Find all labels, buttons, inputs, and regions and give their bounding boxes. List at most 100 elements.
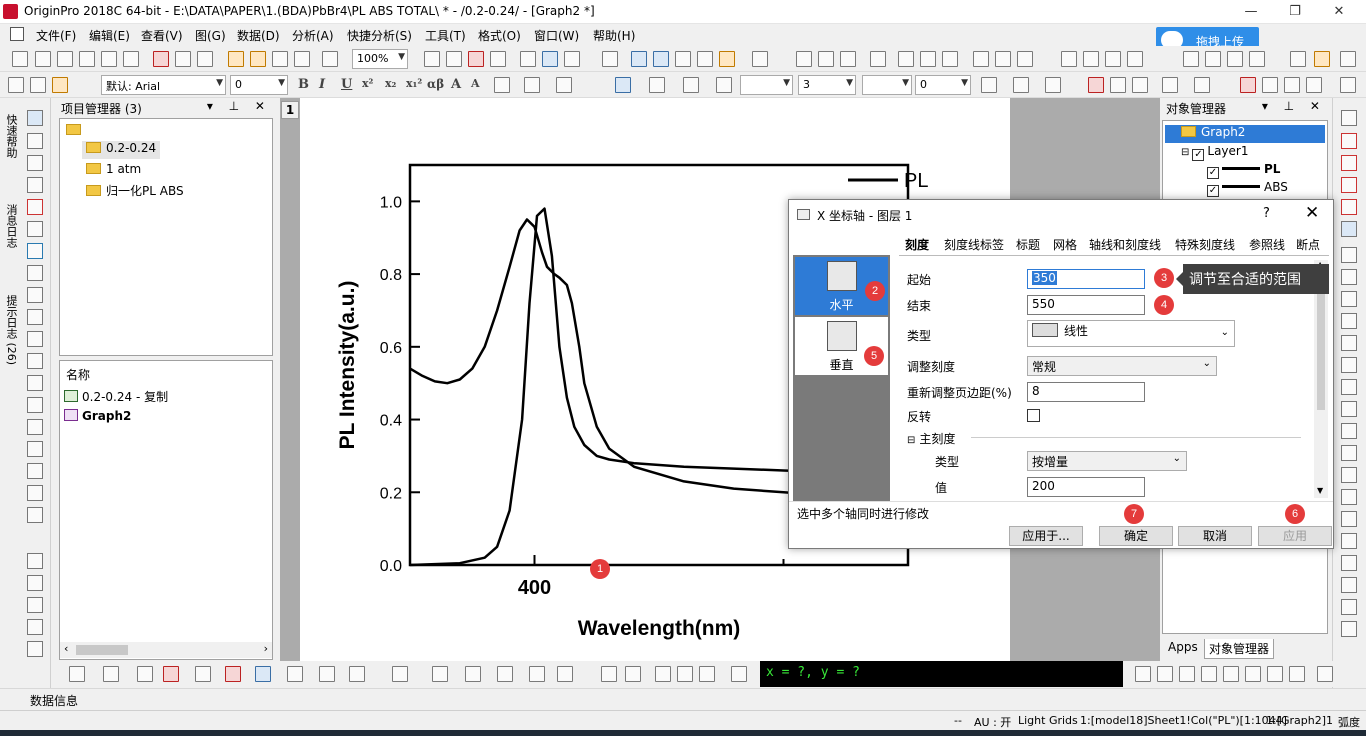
folder-0-2-0-24[interactable]: 0.2-0.24 [82, 141, 161, 159]
copy-page-icon[interactable] [468, 51, 484, 67]
arrange-layers-icon[interactable] [1341, 110, 1357, 126]
tab-tick-labels[interactable]: 刻度线标签 [944, 238, 1005, 252]
split-icon[interactable] [1110, 77, 1126, 93]
area-plot-icon[interactable] [255, 666, 271, 682]
layer-14-icon[interactable] [1341, 533, 1357, 549]
screen-reader-icon[interactable] [27, 199, 43, 215]
data-display-icon[interactable] [675, 51, 691, 67]
layer-5-icon[interactable] [1341, 335, 1357, 351]
menu-edit[interactable]: 编辑(E) [89, 29, 130, 43]
major-value-input[interactable]: 200 [1027, 477, 1145, 497]
filter-icon[interactable] [973, 51, 989, 67]
layer-number[interactable]: 1 [281, 101, 299, 119]
align-bottom-icon[interactable] [1245, 666, 1261, 682]
status-grids[interactable]: Light Grids [1018, 714, 1078, 727]
insert-image-icon[interactable] [27, 485, 43, 501]
object-front-icon[interactable] [1135, 666, 1151, 682]
underline-button[interactable]: U [341, 77, 353, 92]
add-right-y-icon[interactable] [1341, 199, 1357, 215]
column-plot-icon[interactable] [163, 666, 179, 682]
y-tick-label[interactable]: 0.2 [380, 485, 402, 502]
y-tick-label[interactable]: 0.4 [380, 413, 402, 430]
tab-object-manager[interactable]: 对象管理器 [1204, 639, 1275, 659]
ok-button[interactable]: 确定 [1099, 526, 1173, 546]
layer-arrange-icon[interactable] [27, 553, 43, 569]
collapse-icon[interactable]: ⊟ [1181, 147, 1190, 158]
line-style-select[interactable]: ▼ [740, 75, 793, 95]
rescale-select[interactable]: 常规 ⌄ [1027, 356, 1217, 376]
toolbar-overflow-icon[interactable] [1340, 51, 1356, 67]
italic-button[interactable]: I [319, 77, 326, 92]
dialog-scrollbar[interactable]: ▲ ▼ [1314, 260, 1328, 498]
refresh-icon[interactable] [490, 51, 506, 67]
layer-7-icon[interactable] [1341, 379, 1357, 395]
line-width-select[interactable]: 3 ▼ [798, 75, 856, 95]
add-x-icon[interactable] [1262, 77, 1278, 93]
align-top-icon[interactable] [1223, 666, 1239, 682]
cancel-button[interactable]: 取消 [1178, 526, 1252, 546]
open-icon[interactable] [228, 51, 244, 67]
filter-clear-icon[interactable] [995, 51, 1011, 67]
set-z-icon[interactable] [1105, 51, 1121, 67]
open-template-icon[interactable] [250, 51, 266, 67]
zoom-select[interactable]: 100% ▼ [352, 49, 408, 69]
menu-format[interactable]: 格式(O) [478, 29, 521, 43]
scale-icon[interactable] [27, 177, 43, 193]
new-layout-icon[interactable] [123, 51, 139, 67]
insert-object-icon[interactable] [27, 507, 43, 523]
list-item[interactable]: 0.2-0.24 - 复制 [64, 388, 168, 406]
set-values-icon[interactable] [870, 51, 886, 67]
pattern-icon[interactable] [649, 77, 665, 93]
data-filter-icon[interactable] [818, 51, 834, 67]
set-x-icon[interactable] [1061, 51, 1077, 67]
y-tick-label[interactable]: 1.0 [380, 194, 402, 211]
layer-16-icon[interactable] [1341, 577, 1357, 593]
project-explorer-icon[interactable] [697, 51, 713, 67]
arrow-select[interactable]: ▼ [862, 75, 912, 95]
more-plots-icon[interactable] [731, 666, 747, 682]
add-left-y-icon[interactable] [1341, 155, 1357, 171]
checkbox-icon[interactable]: ✓ [1207, 167, 1219, 179]
apps-icon[interactable] [719, 51, 735, 67]
contour-icon[interactable] [497, 666, 513, 682]
scroll-down-icon[interactable]: ▼ [1317, 486, 1324, 495]
close-button[interactable]: ✕ [1333, 4, 1345, 19]
save-template-icon[interactable] [294, 51, 310, 67]
superscript-button[interactable]: x² [362, 77, 374, 90]
tab-smart-hint-log[interactable]: 提示日志 (26) [5, 294, 18, 366]
tab-quick-help[interactable]: 快速帮助 [5, 114, 18, 158]
layer-13-icon[interactable] [1341, 511, 1357, 527]
merge-icon[interactable] [1088, 77, 1104, 93]
face-icon[interactable] [655, 666, 671, 682]
nav-last-icon[interactable] [1249, 51, 1265, 67]
results-log-icon[interactable] [542, 51, 558, 67]
layer-icon[interactable] [1162, 77, 1178, 93]
copy-icon[interactable] [30, 77, 46, 93]
y-tick-label[interactable]: 0.6 [380, 340, 402, 357]
3d-bar-icon[interactable] [465, 666, 481, 682]
panel-controls[interactable]: ▾ ⊥ ✕ [1261, 99, 1326, 113]
data-info-label[interactable]: 数据信息 [30, 694, 79, 708]
rectangle-tool-icon[interactable] [27, 397, 43, 413]
toolbar-overflow-icon[interactable] [1340, 77, 1356, 93]
smooth-icon[interactable] [625, 666, 641, 682]
line-tool-icon[interactable] [27, 375, 43, 391]
checkbox-icon[interactable]: ✓ [1192, 149, 1205, 161]
layer-9-icon[interactable] [1341, 423, 1357, 439]
series-line-abs[interactable] [409, 218, 834, 498]
bar-chart-icon[interactable] [898, 51, 914, 67]
tab-special-ticks[interactable]: 特殊刻度线 [1175, 238, 1236, 252]
layer-3-icon[interactable] [1341, 291, 1357, 307]
pencil-layer-icon[interactable] [1341, 221, 1357, 237]
command-window-icon[interactable] [564, 51, 580, 67]
x-axis-title[interactable]: Wavelength(nm) [578, 617, 741, 640]
apply-to-button[interactable]: 应用于... [1009, 526, 1083, 546]
series-line-pl[interactable] [409, 207, 834, 567]
symbol-size-select[interactable]: 0 ▼ [915, 75, 971, 95]
grid-style-icon[interactable] [1013, 77, 1029, 93]
object-back-icon[interactable] [1157, 666, 1173, 682]
nav-next-icon[interactable] [1227, 51, 1243, 67]
scroll-thumb[interactable] [1317, 272, 1325, 410]
origin-app-icon[interactable] [3, 4, 18, 19]
folder-1-atm[interactable]: 1 atm [86, 162, 141, 180]
